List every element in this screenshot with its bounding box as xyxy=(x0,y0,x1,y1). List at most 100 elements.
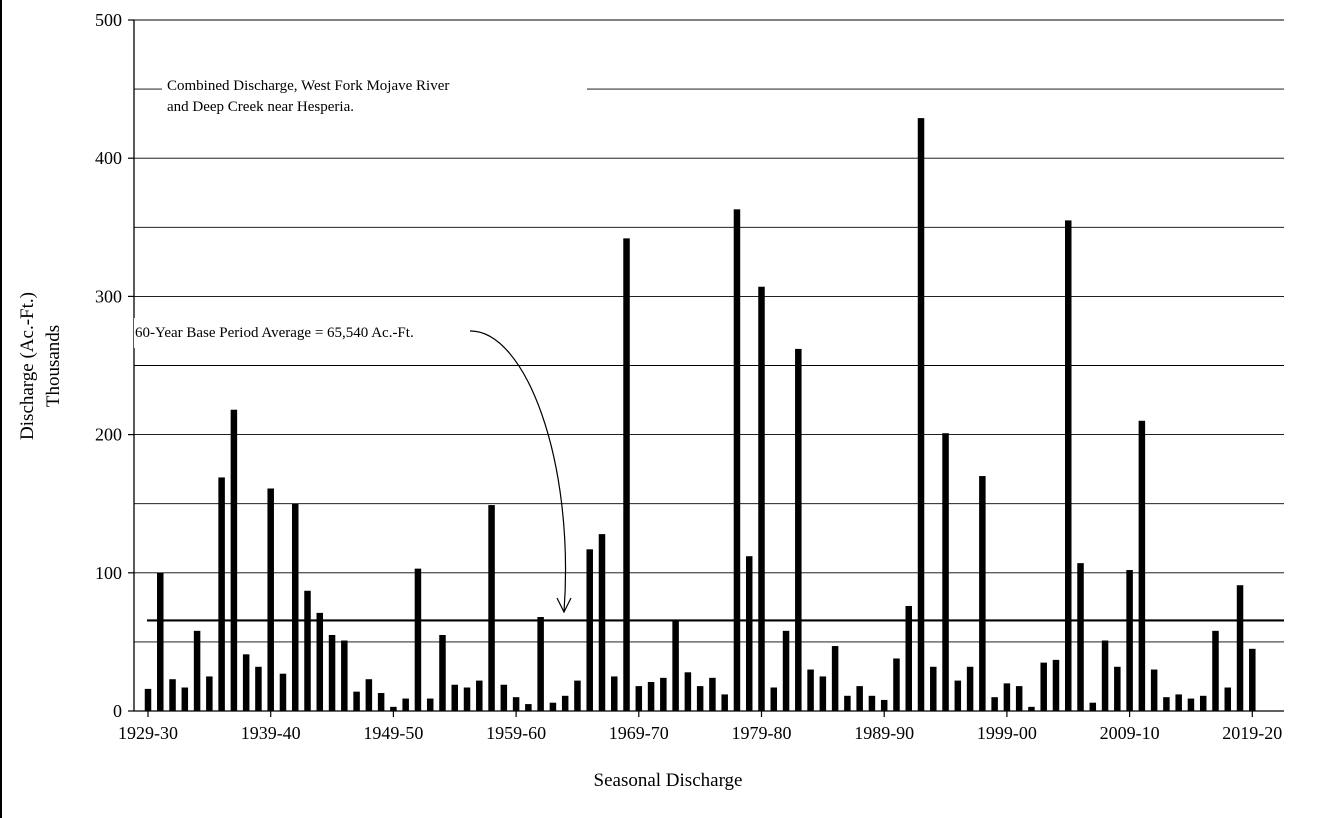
bar-1950-51 xyxy=(402,698,409,711)
bar-1938-39 xyxy=(255,666,262,711)
bar-1956-57 xyxy=(476,680,483,711)
bar-1953-54 xyxy=(439,634,446,711)
bar-1976-77 xyxy=(721,694,728,711)
bar-1997-98 xyxy=(979,476,986,711)
bar-1958-59 xyxy=(500,684,508,711)
bar-2011-12 xyxy=(1150,669,1158,711)
bar-2007-08 xyxy=(1101,640,1109,711)
bar-1968-69 xyxy=(623,238,630,712)
bar-1955-56 xyxy=(463,687,471,711)
bar-1972-73 xyxy=(672,619,679,711)
bar-1977-78 xyxy=(733,209,741,711)
bar-1946-47 xyxy=(353,691,360,711)
x-tick-label: 1999-00 xyxy=(977,723,1037,743)
bar-2013-14 xyxy=(1175,694,1182,711)
bar-1999-00 xyxy=(1003,683,1011,711)
bar-1944-45 xyxy=(328,634,336,711)
bar-1983-84 xyxy=(807,669,814,711)
bar-1980-81 xyxy=(770,687,778,711)
bar-1960-61 xyxy=(525,704,532,711)
bar-1947-48 xyxy=(365,679,373,711)
bar-1991-92 xyxy=(905,605,912,711)
x-tick-label: 2009-10 xyxy=(1100,723,1160,743)
x-tick-label: 1989-90 xyxy=(854,723,914,743)
bar-1989-90 xyxy=(880,699,888,711)
bar-1949-50 xyxy=(390,706,397,711)
bar-1933-34 xyxy=(193,630,201,711)
bar-1952-53 xyxy=(426,698,434,711)
bar-1962-63 xyxy=(549,702,557,711)
bar-2009-10 xyxy=(1126,570,1133,711)
y-tick-label: 400 xyxy=(95,148,122,168)
bar-2001-02 xyxy=(1028,706,1035,711)
bars xyxy=(144,118,1256,712)
bar-1990-91 xyxy=(893,658,900,711)
bar-2016-17 xyxy=(1212,630,1219,711)
bar-1959-60 xyxy=(512,697,520,711)
bar-1930-31 xyxy=(157,572,164,711)
bar-1992-93 xyxy=(917,118,925,712)
bar-1995-96 xyxy=(954,680,962,711)
bar-2015-16 xyxy=(1199,695,1207,711)
bar-2014-15 xyxy=(1187,698,1195,711)
bar-1951-52 xyxy=(414,568,422,711)
bar-1954-55 xyxy=(451,684,458,711)
bar-1936-37 xyxy=(230,409,238,711)
bar-1979-80 xyxy=(758,286,765,711)
bar-2005-06 xyxy=(1077,563,1084,711)
y-tick-label: 200 xyxy=(95,425,122,445)
y-tick-label: 0 xyxy=(113,701,122,721)
bar-1945-46 xyxy=(341,640,348,711)
bar-2017-18 xyxy=(1224,687,1232,711)
x-axis-title: Seasonal Discharge xyxy=(594,770,743,791)
bar-1974-75 xyxy=(696,686,704,711)
bar-1998-99 xyxy=(991,697,998,711)
bar-2010-11 xyxy=(1138,420,1146,711)
bar-1931-32 xyxy=(169,679,176,711)
gridlines xyxy=(134,19,1284,643)
bar-2004-05 xyxy=(1065,220,1072,711)
bar-1932-33 xyxy=(181,687,189,711)
bar-1978-79 xyxy=(745,556,753,711)
bar-1981-82 xyxy=(782,630,790,711)
bar-2003-04 xyxy=(1052,659,1060,711)
x-tick-label: 1959-60 xyxy=(486,723,546,743)
bar-1984-85 xyxy=(819,676,827,711)
x-tick-label: 1949-50 xyxy=(363,723,423,743)
bar-1971-72 xyxy=(660,677,667,711)
bar-1970-71 xyxy=(647,681,655,711)
bar-1986-87 xyxy=(844,695,851,711)
bar-2012-13 xyxy=(1163,697,1170,711)
y-tick-label: 300 xyxy=(95,286,122,306)
bar-1993-94 xyxy=(930,666,937,711)
bar-1935-36 xyxy=(218,477,225,711)
x-tick-label: 1929-30 xyxy=(118,723,178,743)
average-arrowhead xyxy=(556,597,572,614)
average-arrow xyxy=(469,330,567,613)
bar-2008-09 xyxy=(1114,666,1121,711)
y-tick-label: 100 xyxy=(95,563,122,583)
bar-1963-64 xyxy=(561,695,569,711)
bar-1929-30 xyxy=(144,688,152,711)
annotation-background xyxy=(162,77,587,125)
bar-1937-38 xyxy=(242,654,250,711)
bar-2018-19 xyxy=(1236,585,1244,711)
bar-1940-41 xyxy=(279,673,287,711)
x-tick-label: 1979-80 xyxy=(732,723,792,743)
bar-2002-03 xyxy=(1040,662,1047,711)
average-label: 60-Year Base Period Average = 65,540 Ac.… xyxy=(135,325,414,341)
bar-1975-76 xyxy=(709,677,716,711)
bar-1961-62 xyxy=(537,617,544,711)
bar-1934-35 xyxy=(206,676,213,711)
bar-1948-49 xyxy=(377,693,385,711)
x-tick-label: 1939-40 xyxy=(241,723,301,743)
x-tick-label: 2019-20 xyxy=(1222,723,1282,743)
bar-1987-88 xyxy=(856,686,863,711)
bar-1939-40 xyxy=(267,488,274,711)
bar-1994-95 xyxy=(942,433,949,711)
bar-1996-97 xyxy=(966,666,974,711)
bar-1964-65 xyxy=(574,680,581,711)
bar-1985-86 xyxy=(831,646,839,711)
bar-2006-07 xyxy=(1089,702,1097,711)
